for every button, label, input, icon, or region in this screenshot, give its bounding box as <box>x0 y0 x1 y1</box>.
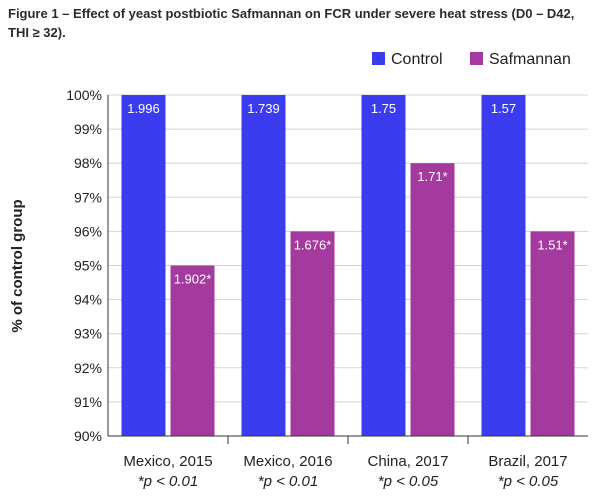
y-tick-label: 99% <box>74 121 102 137</box>
significance-label: *p < 0.01 <box>258 473 318 490</box>
y-tick-label: 91% <box>74 394 102 410</box>
legend-swatch-control <box>372 52 385 65</box>
x-tick-label: Brazil, 2017 <box>488 453 567 470</box>
bar-value-label: 1.902* <box>174 272 212 287</box>
y-tick-label: 93% <box>74 326 102 342</box>
bars: 1.996 1.902* 1.739 1.676* 1.75 1.71* 1.57 1.51* <box>121 95 575 436</box>
legend-label-safmannan: Safmannan <box>489 51 571 68</box>
bar-value-label: 1.996 <box>127 101 160 116</box>
y-tick-label: 100% <box>66 87 102 103</box>
x-tick-label: Mexico, 2016 <box>243 453 332 470</box>
significance-label: *p < 0.05 <box>378 473 439 490</box>
legend-label-control: Control <box>391 51 443 68</box>
y-tick-label: 92% <box>74 360 102 376</box>
bar-control-2 <box>241 95 286 436</box>
bar-control-4 <box>481 95 526 436</box>
bar-safmannan-2 <box>290 231 335 436</box>
bar-value-label: 1.75 <box>371 101 396 116</box>
bar-safmannan-3 <box>410 163 455 436</box>
significance-label: *p < 0.01 <box>138 473 198 490</box>
y-tick-label: 95% <box>74 258 102 274</box>
significance-label: *p < 0.05 <box>498 473 559 490</box>
chart-title: Figure 1 – Effect of yeast postbiotic Sa… <box>8 6 575 40</box>
bar-value-label: 1.739 <box>247 101 280 116</box>
legend-swatch-safmannan <box>470 52 483 65</box>
y-axis-label: % of control group <box>9 199 26 332</box>
y-tick-label: 96% <box>74 223 102 239</box>
bar-safmannan-4 <box>530 231 575 436</box>
y-tick-label: 90% <box>74 428 102 444</box>
bar-control-1 <box>121 95 166 436</box>
x-tick-label: Mexico, 2015 <box>123 453 212 470</box>
y-tick-label: 98% <box>74 155 102 171</box>
y-tick-label: 97% <box>74 189 102 205</box>
bar-value-label: 1.71* <box>417 169 447 184</box>
axes: 90% 91% 92% 93% 94% 95% 96% 97% 98% 99% 100% Mexico… <box>66 87 588 490</box>
x-tick-label: China, 2017 <box>368 453 449 470</box>
bar-control-3 <box>361 95 406 436</box>
legend: Control Safmannan <box>372 51 571 68</box>
bar-value-label: 1.51* <box>537 237 567 252</box>
bar-safmannan-1 <box>170 265 215 436</box>
bar-value-label: 1.57 <box>491 101 516 116</box>
y-tick-label: 94% <box>74 292 102 308</box>
bar-value-label: 1.676* <box>294 237 332 252</box>
